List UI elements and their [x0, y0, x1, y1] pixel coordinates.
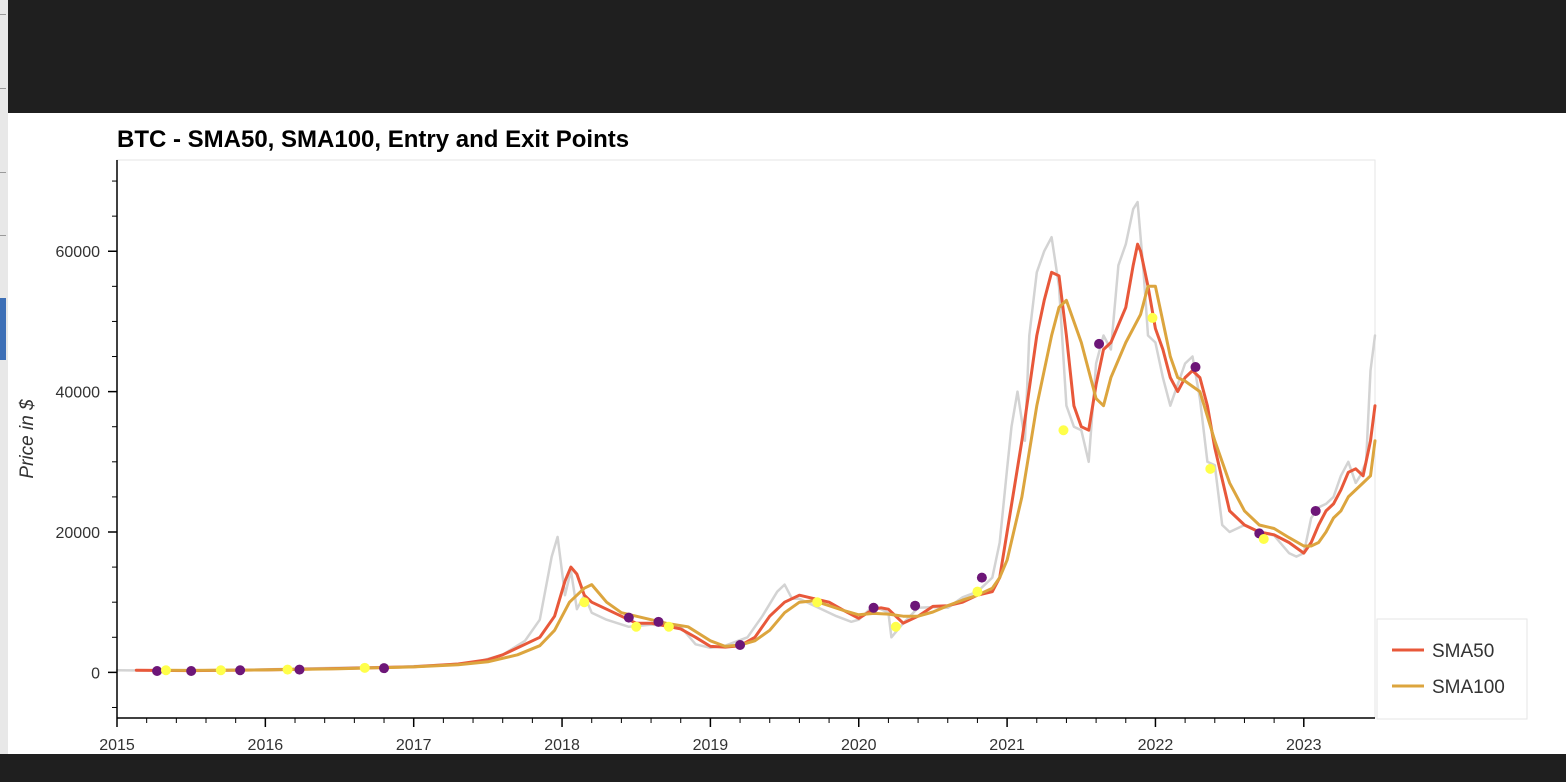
x-tick-label: 2022 [1138, 737, 1174, 754]
exit-point [653, 616, 664, 627]
axes-layer: 2015 2016 2017 2018 2019 2020 2021 2022 2023 0 200… [56, 160, 1375, 754]
exit-point [379, 663, 390, 674]
entry-point [160, 665, 171, 676]
entry-point [215, 665, 226, 676]
legend-label: SMA50 [1432, 641, 1494, 662]
entry-point [359, 662, 370, 673]
exit-point [623, 612, 634, 623]
chart-title: BTC - SMA50, SMA100, Entry and Exit Poin… [117, 126, 629, 153]
series-layer [115, 200, 1377, 673]
chart-panel [8, 113, 1566, 754]
exit-point [235, 665, 246, 676]
bottom-bar [0, 754, 1566, 782]
y-tick-label: 60000 [56, 244, 101, 261]
exit-point [910, 600, 921, 611]
x-tick-label: 2019 [693, 737, 729, 754]
x-tick-label: 2020 [841, 737, 877, 754]
y-tick-label: 20000 [56, 525, 101, 542]
legend: SMA50 SMA100 [1376, 618, 1528, 720]
top-toolbar [8, 0, 1566, 113]
entry-point [1147, 312, 1158, 323]
points-layer [152, 312, 1321, 676]
entry-point [972, 586, 983, 597]
legend-label: SMA100 [1432, 677, 1505, 698]
exit-point [186, 665, 197, 676]
exit-point [1190, 362, 1201, 373]
entry-point [1205, 463, 1216, 474]
exit-point [294, 664, 305, 675]
exit-point [976, 572, 987, 583]
window-edge [0, 0, 8, 782]
exit-point [152, 665, 163, 676]
exit-point [868, 602, 879, 613]
plot-frame [116, 159, 1376, 719]
y-axis-label: Price in $ [17, 399, 38, 479]
entry-point [282, 664, 293, 675]
entry-point [812, 597, 823, 608]
exit-point [1310, 505, 1321, 516]
x-tick-label: 2016 [248, 737, 284, 754]
entry-point [579, 597, 590, 608]
x-tick-label: 2017 [396, 737, 432, 754]
entry-point [1258, 534, 1269, 545]
exit-point [735, 640, 746, 651]
entry-point [890, 621, 901, 632]
x-tick-label: 2015 [99, 737, 135, 754]
entry-point [1058, 425, 1069, 436]
entry-point [663, 621, 674, 632]
exit-point [1094, 338, 1105, 349]
sma50-line [134, 242, 1377, 673]
y-tick-label: 0 [91, 665, 100, 682]
x-tick-label: 2021 [989, 737, 1025, 754]
x-tick-label: 2018 [544, 737, 580, 754]
x-tick-label: 2023 [1286, 737, 1322, 754]
y-tick-label: 40000 [56, 385, 101, 402]
entry-point [631, 621, 642, 632]
legend-frame [1376, 618, 1528, 720]
sma100-line [155, 284, 1377, 672]
btc-price-line [115, 200, 1377, 672]
